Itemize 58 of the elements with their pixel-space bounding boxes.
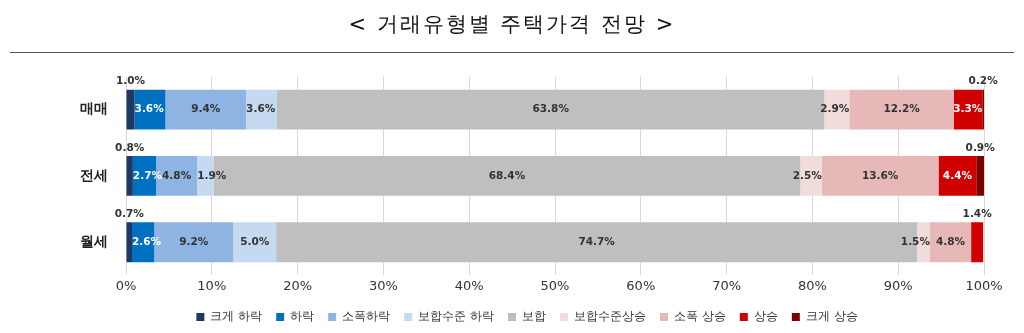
y-tick-label: 매매 xyxy=(80,100,108,117)
legend-label: 하락 xyxy=(290,309,315,324)
x-tick-label: 70% xyxy=(712,277,742,293)
data-label: 0.9% xyxy=(965,140,996,153)
data-label: 4.8% xyxy=(162,168,192,181)
bar xyxy=(971,222,984,263)
data-label: 13.6% xyxy=(861,168,899,181)
bar xyxy=(233,222,277,263)
data-label: 68.4% xyxy=(488,168,526,181)
legend-label: 보합 xyxy=(522,309,546,324)
bar xyxy=(126,222,133,263)
x-tick-label: 80% xyxy=(797,277,827,293)
x-tick-label: 90% xyxy=(883,277,913,293)
data-label: 63.8% xyxy=(532,102,570,115)
data-label: 3.6% xyxy=(134,102,165,115)
data-label: 0.2% xyxy=(968,74,999,87)
data-label: 0.7% xyxy=(114,207,145,220)
data-label: 1.4% xyxy=(962,207,993,220)
x-tick-label: 50% xyxy=(540,277,570,293)
data-label: 0.8% xyxy=(115,140,145,153)
x-tick-label: 40% xyxy=(454,277,484,293)
bar xyxy=(849,89,954,130)
legend-label: 상승 xyxy=(753,309,778,324)
bar xyxy=(126,89,135,130)
bar xyxy=(976,156,984,196)
data-label: 1.0% xyxy=(115,74,146,87)
legend-label: 보합수준상승 xyxy=(574,309,646,324)
data-label: 9.2% xyxy=(179,234,209,247)
data-label: 4.4% xyxy=(942,168,973,181)
bar xyxy=(929,222,972,263)
data-label: 1.5% xyxy=(900,234,931,247)
bar xyxy=(165,89,247,130)
y-tick-label: 월세 xyxy=(80,232,108,249)
x-tick-label: 30% xyxy=(368,277,398,293)
data-label: 74.7% xyxy=(578,234,616,247)
data-label: 12.2% xyxy=(883,102,921,115)
bar xyxy=(821,156,939,196)
data-label: 3.3% xyxy=(953,102,983,115)
data-label: 2.9% xyxy=(820,102,850,115)
y-tick-label: 전세 xyxy=(80,166,108,183)
legend-label: 크게 상승 xyxy=(805,309,858,324)
legend-label: 크게 하락 xyxy=(210,309,263,324)
x-tick-label: 0% xyxy=(115,277,137,293)
legend-label: 보합수준 하락 xyxy=(418,309,495,324)
data-label: 4.8% xyxy=(935,234,966,247)
data-label: 1.9% xyxy=(197,168,227,181)
x-tick-label: 100% xyxy=(965,277,1003,293)
bar xyxy=(126,156,133,196)
data-label: 3.6% xyxy=(246,102,276,115)
x-tick-label: 20% xyxy=(283,277,313,293)
chart-title: < 거래유형별 주택가격 전망 > xyxy=(347,11,677,38)
data-label: 9.4% xyxy=(191,102,221,115)
legend-label: 소폭하락 xyxy=(342,309,391,324)
x-tick-label: 60% xyxy=(626,277,656,293)
legend-label: 소폭 상승 xyxy=(674,309,726,324)
data-label: 5.0% xyxy=(240,234,270,247)
x-tick-label: 10% xyxy=(197,277,227,293)
data-label: 2.5% xyxy=(792,168,823,181)
